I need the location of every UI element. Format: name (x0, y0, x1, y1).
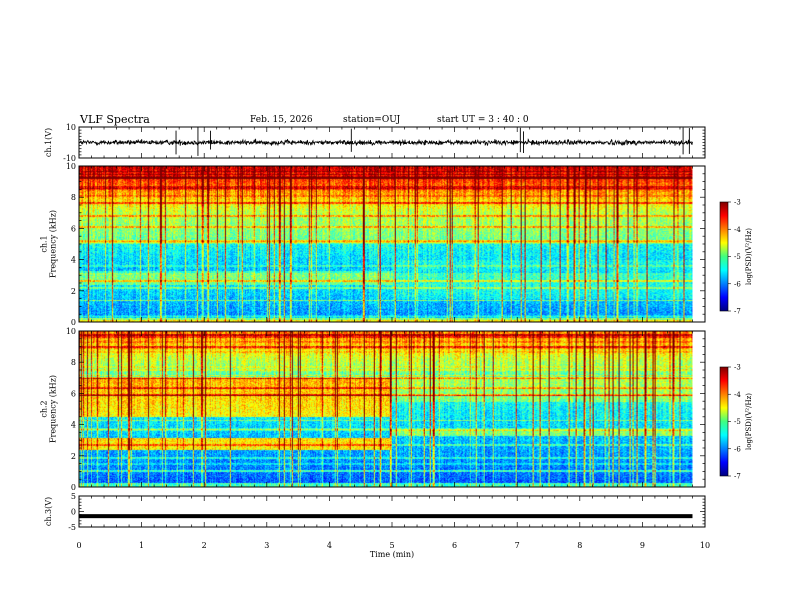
ch2-spectrogram-y-tick-label: 0 (71, 483, 76, 492)
ch2-spectrogram-y-tick-label: 6 (71, 389, 76, 398)
ch3-waveform-y-axis-label: ch.3(V) (44, 497, 53, 526)
colorbar-tick-label: -6 (734, 445, 741, 453)
ch2-spectrogram-y-tick-label: 2 (71, 452, 76, 461)
ch1-spectrogram-y-axis-label: ch.1 (40, 235, 49, 252)
ch2-spectrogram-panel (78, 330, 706, 488)
ch1-spectrogram-y-tick-label: 0 (71, 318, 76, 327)
colorbar-tick-label: -3 (734, 364, 741, 372)
ch2-spectrogram-y-tick-label: 8 (71, 358, 76, 367)
colorbar-label: log(PSD)(V²/Hz) (745, 228, 753, 285)
ch2-colorbar (719, 366, 729, 477)
ch3-waveform-trace (79, 514, 693, 519)
x-axis-label: Time (min) (370, 550, 414, 559)
start-time-label: start UT = 3 : 40 : 0 (437, 115, 529, 125)
ch1-spectrogram-y-axis-label: Frequency (kHz) (49, 210, 58, 278)
station-label: station=OUJ (343, 115, 401, 125)
colorbar-tick-label: -5 (734, 253, 741, 261)
x-tick-label: 6 (452, 541, 457, 550)
ch3-waveform-y-tick-label: 0 (71, 508, 76, 517)
colorbar-tick-label: -7 (734, 473, 741, 481)
x-tick-label: 5 (389, 541, 394, 550)
x-tick-label: 4 (327, 541, 332, 550)
colorbar-tick-label: -4 (734, 391, 741, 399)
colorbar-tick-label: -4 (734, 226, 741, 234)
ch2-spectrogram-y-tick-label: 10 (66, 327, 76, 336)
ch1-waveform-trace (78, 138, 693, 147)
ch2-spectrogram-y-tick-label: 4 (71, 421, 76, 430)
x-tick-label: 3 (264, 541, 269, 550)
ch1-spectrogram-y-tick-label: 2 (71, 287, 76, 296)
ch1-waveform-y-axis-label: ch.1(V) (44, 128, 53, 157)
colorbar-tick-label: -6 (734, 280, 741, 288)
colorbar-label: log(PSD)(V²/Hz) (745, 393, 753, 450)
ch1-spectrogram-image (79, 166, 693, 322)
ch1-colorbar-gradient (719, 201, 729, 312)
chart-title: VLF Spectra (80, 113, 150, 126)
ch3-waveform-y-tick-label: -5 (68, 523, 76, 532)
x-tick-label: 9 (640, 541, 645, 550)
ch1-spectrogram-y-tick-label: 4 (71, 256, 76, 265)
ch2-spectrogram-image (79, 331, 693, 487)
ch1-spectrogram-y-tick-label: 6 (71, 224, 76, 233)
ch3-waveform-y-tick-label: 5 (71, 492, 76, 501)
x-tick-label: 2 (202, 541, 207, 550)
ch1-spectrogram-panel (78, 165, 706, 323)
x-tick-label: 10 (700, 541, 710, 550)
colorbar-tick-label: -5 (734, 418, 741, 426)
ch1-spectrogram-y-tick-label: 8 (71, 193, 76, 202)
ch1-waveform-y-tick-label: 10 (66, 123, 76, 132)
ch1-spectrogram-y-tick-label: 10 (66, 162, 76, 171)
x-tick-label: 7 (515, 541, 520, 550)
ch1-waveform-y-tick-label: -10 (63, 154, 76, 163)
colorbar-tick-label: -3 (734, 199, 741, 207)
date-label: Feb. 15, 2026 (250, 115, 313, 125)
ch2-spectrogram-y-axis-label: Frequency (kHz) (49, 375, 58, 443)
ch2-spectrogram-y-axis-label: ch.2 (40, 400, 49, 417)
colorbar-tick-label: -7 (734, 308, 741, 316)
ch1-colorbar (719, 201, 729, 312)
x-tick-label: 0 (76, 541, 81, 550)
x-tick-label: 1 (139, 541, 144, 550)
x-tick-label: 8 (577, 541, 582, 550)
ch2-colorbar-gradient (719, 366, 729, 477)
